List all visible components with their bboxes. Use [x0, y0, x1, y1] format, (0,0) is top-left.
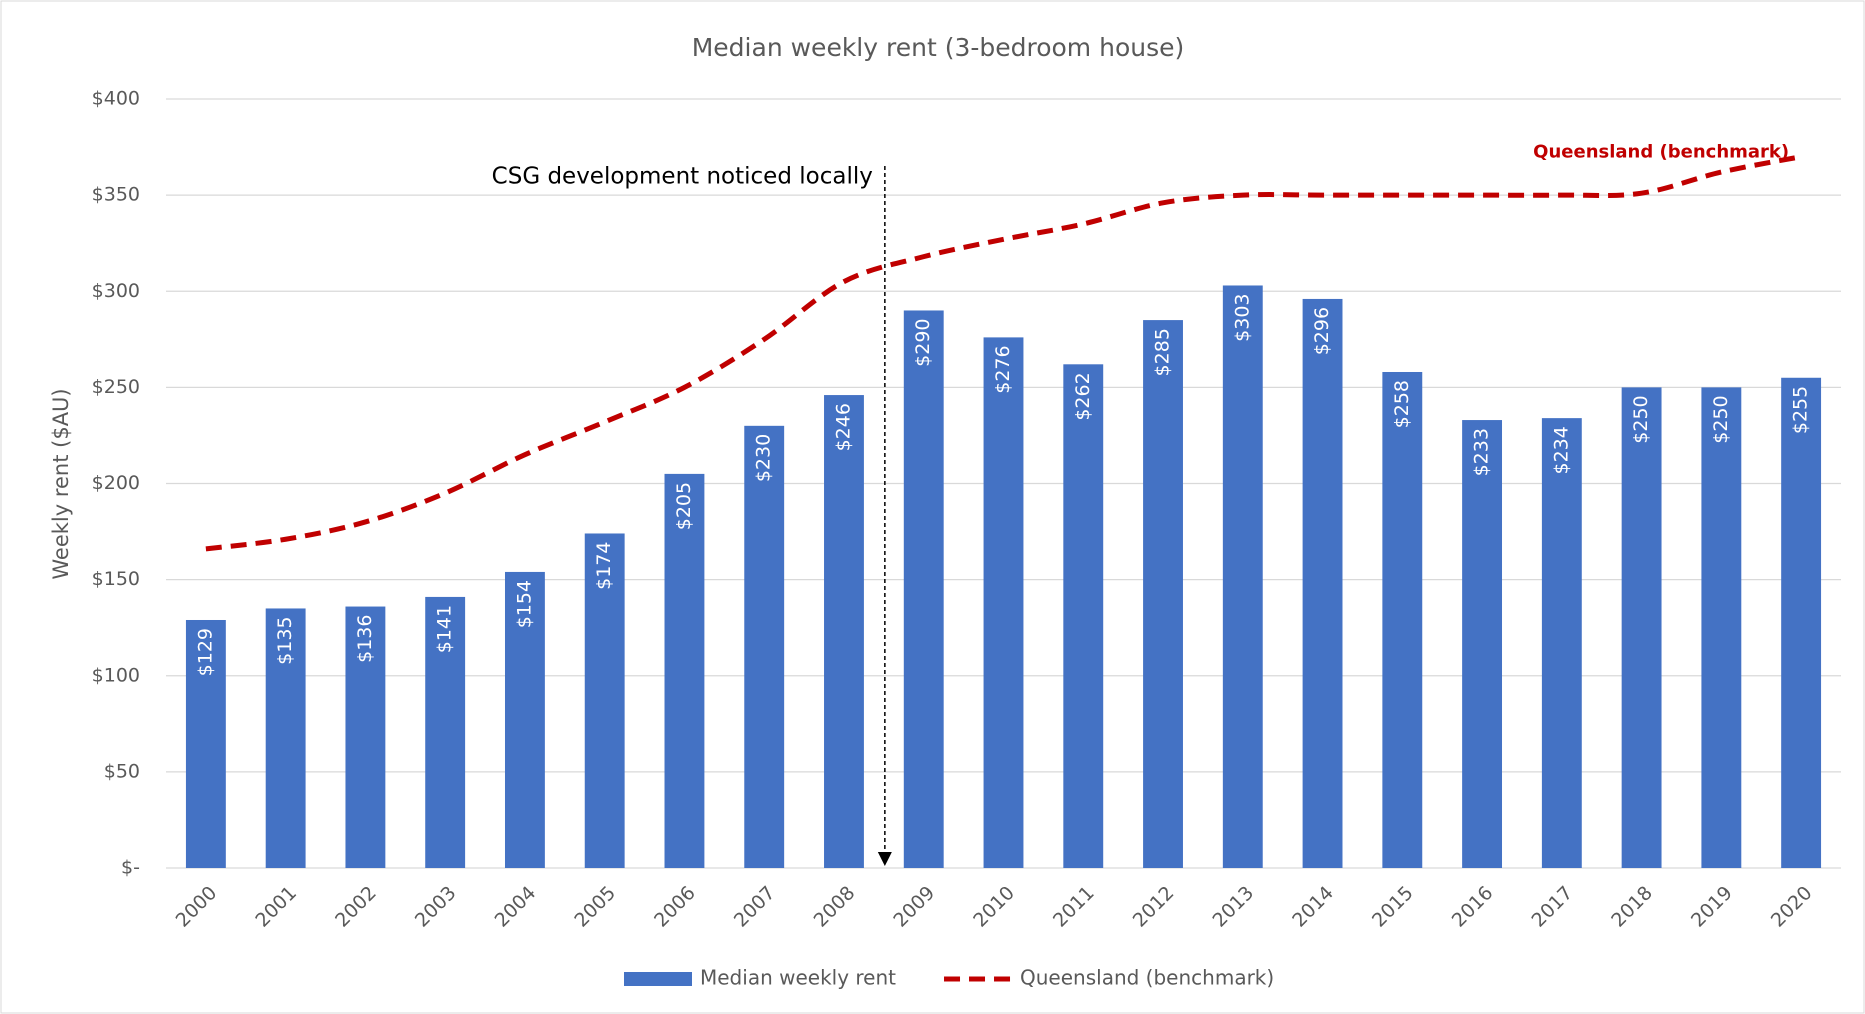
- data-label: $285: [1152, 328, 1174, 376]
- legend-label: Queensland (benchmark): [1020, 966, 1274, 990]
- bar: [1063, 364, 1104, 868]
- bar: [1462, 420, 1503, 868]
- bar: [983, 337, 1024, 868]
- data-label: $154: [513, 580, 535, 628]
- legend-label: Median weekly rent: [700, 966, 896, 990]
- data-label: $296: [1311, 307, 1333, 355]
- bar: [1222, 285, 1263, 868]
- data-label: $129: [194, 628, 216, 676]
- y-axis-label: Weekly rent ($AU): [49, 388, 73, 579]
- bar: [425, 596, 466, 868]
- data-label: $276: [992, 345, 1014, 393]
- bar: [1302, 298, 1343, 868]
- y-tick-label: $50: [104, 760, 140, 782]
- annotation-arrow: [877, 852, 892, 866]
- bar: [664, 473, 705, 868]
- bar: [1541, 418, 1582, 868]
- legend-swatch: [624, 972, 692, 986]
- data-label: $141: [434, 605, 456, 653]
- data-label: $258: [1391, 380, 1413, 428]
- data-label: $255: [1790, 386, 1812, 434]
- bar: [1382, 371, 1423, 868]
- bar: [903, 310, 944, 869]
- data-label: $250: [1710, 395, 1732, 443]
- data-label: $136: [354, 615, 376, 663]
- line: [205, 154, 1802, 552]
- y-tick-label: $200: [92, 472, 140, 494]
- data-label: $290: [912, 318, 934, 366]
- data-label: $246: [832, 403, 854, 451]
- data-label: $233: [1471, 428, 1493, 476]
- series-label: Queensland (benchmark): [1533, 142, 1789, 163]
- chart-title: Median weekly rent (3-bedroom house): [692, 33, 1185, 62]
- bar: [744, 425, 785, 868]
- bar: [1621, 387, 1662, 868]
- y-tick-label: $400: [92, 88, 140, 110]
- y-tick-label: $300: [92, 280, 140, 302]
- y-tick-label: $-: [121, 857, 140, 879]
- data-label: $303: [1231, 293, 1253, 341]
- annotation: CSG development noticed locally: [492, 164, 873, 190]
- bar: [824, 395, 864, 868]
- y-tick-label: $350: [92, 184, 140, 206]
- y-tick-label: $100: [92, 664, 140, 686]
- bar: [584, 533, 625, 868]
- bar: [265, 608, 306, 868]
- y-tick-label: $150: [92, 568, 140, 590]
- bar: [1143, 320, 1183, 868]
- bar: [1701, 387, 1742, 868]
- data-label: $174: [593, 541, 615, 589]
- bar: [185, 619, 226, 868]
- data-label: $234: [1550, 426, 1572, 474]
- data-label: $250: [1630, 395, 1652, 443]
- data-label: $262: [1072, 372, 1094, 420]
- data-label: $230: [753, 434, 775, 482]
- bar: [1781, 377, 1822, 868]
- y-tick-label: $250: [92, 376, 140, 398]
- bar: [504, 571, 545, 868]
- bar: [345, 606, 386, 868]
- data-label: $135: [274, 616, 296, 664]
- data-label: $205: [673, 482, 695, 530]
